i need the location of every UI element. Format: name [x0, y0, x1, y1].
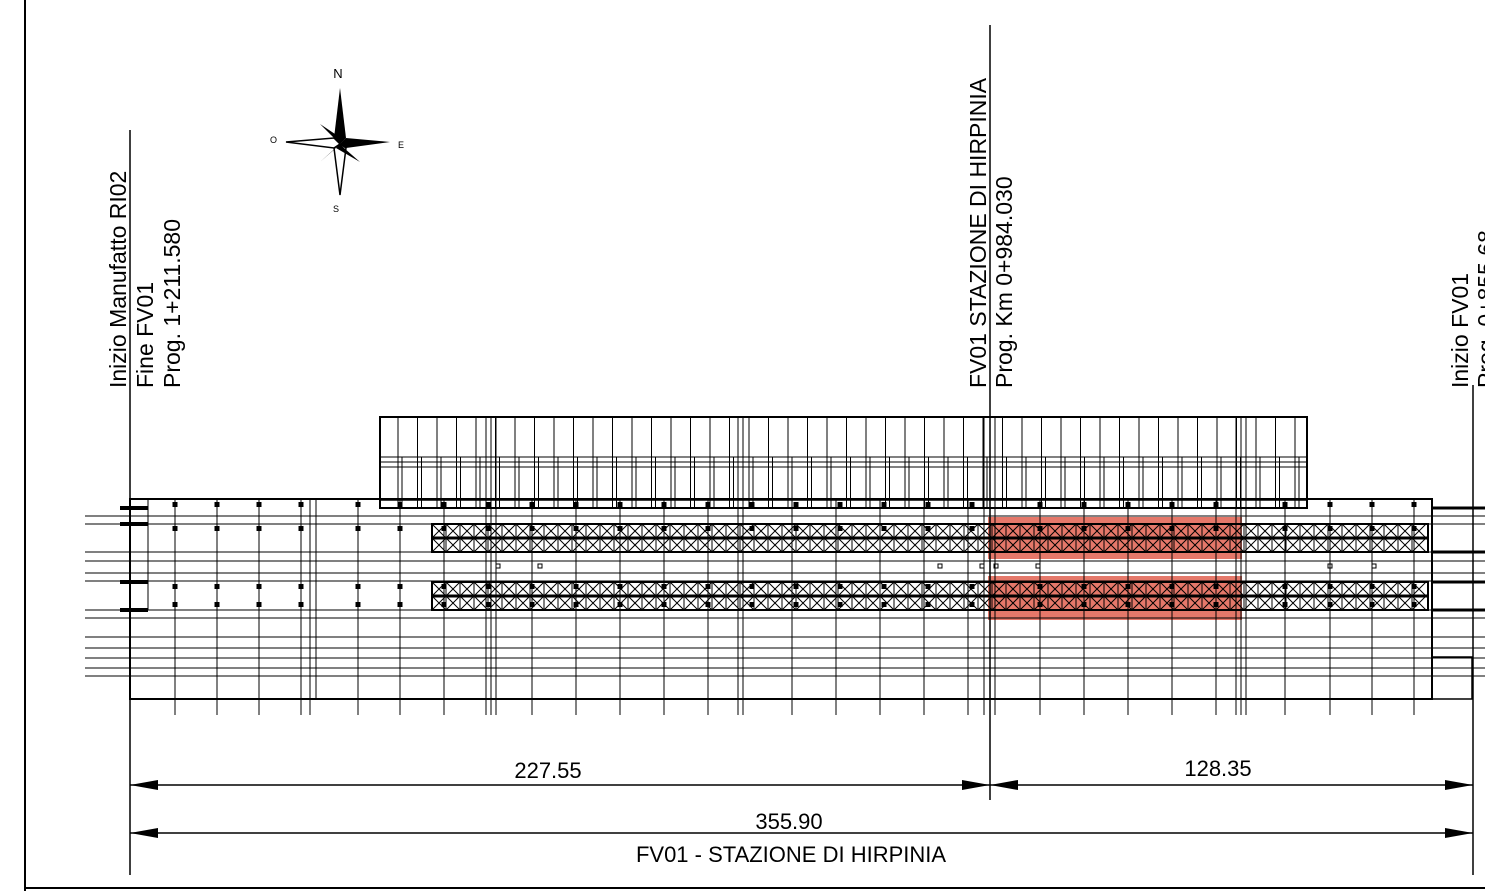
dimension-line-left — [130, 780, 990, 790]
compass-rose-icon: N S E O — [270, 66, 404, 214]
right-label-line2: Prog. 0+855.68 — [1473, 230, 1485, 388]
overhead-line-upper — [431, 523, 1429, 553]
compass-north-label: N — [333, 66, 342, 81]
dimension-right-value: 128.35 — [1184, 756, 1251, 781]
dimension-line-right — [990, 780, 1473, 790]
dimension-left-value: 227.55 — [514, 758, 581, 783]
left-label-line3: Prog. 1+211.580 — [159, 219, 185, 388]
left-label-line1: Inizio Manufatto RI02 — [105, 171, 131, 388]
dimension-line-total — [130, 828, 1473, 838]
compass-south-label: S — [333, 204, 339, 214]
canopy-structure — [379, 416, 1308, 509]
station-label-line1: FV01 STAZIONE DI HIRPINIA — [965, 77, 991, 388]
platform-structure — [85, 417, 1485, 715]
left-label-line2: Fine FV01 — [132, 282, 158, 388]
compass-east-label: E — [398, 140, 404, 150]
dimension-total-value: 355.90 — [755, 809, 822, 834]
dimension-caption: FV01 - STAZIONE DI HIRPINIA — [636, 842, 946, 867]
station-label-line2: Prog. Km 0+984.030 — [991, 176, 1017, 388]
right-label-line1: Inizio FV01 — [1447, 273, 1473, 388]
support-posts — [172, 502, 1417, 607]
compass-west-label: O — [270, 135, 277, 145]
